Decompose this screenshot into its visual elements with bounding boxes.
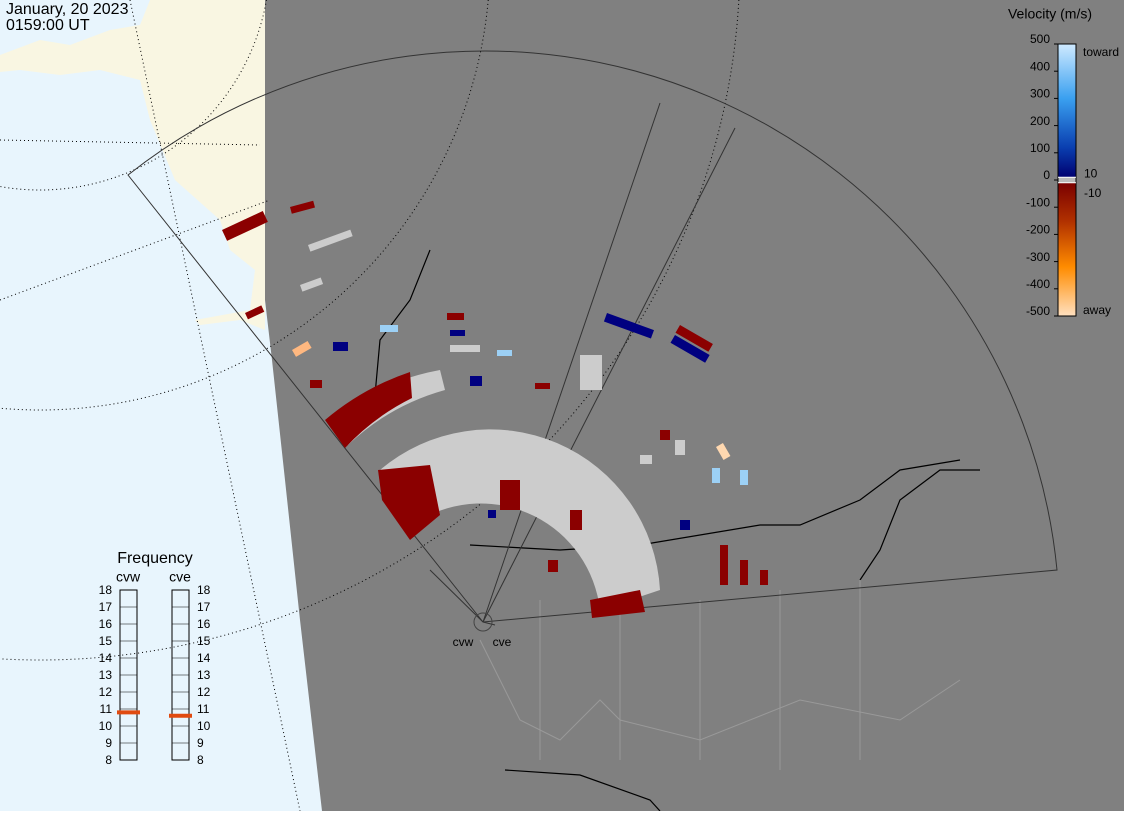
frequency-radar-name: cvw — [116, 569, 141, 585]
frequency-tick-label: 14 — [197, 651, 211, 665]
frequency-tick-label: 18 — [197, 583, 211, 597]
colorbar-tick-label: 10 — [1084, 166, 1098, 180]
colorbar-tick-label: -300 — [1026, 250, 1050, 264]
frequency-tick-label: 16 — [197, 617, 211, 631]
frequency-tick-label: 13 — [197, 668, 211, 682]
graticule — [0, 0, 740, 812]
colorbar-toward: toward — [1083, 45, 1119, 59]
colorbar-tick-label: -200 — [1026, 223, 1050, 237]
frequency-tick-label: 16 — [99, 617, 113, 631]
station-label: cvw — [453, 635, 474, 649]
frequency-tick-label: 17 — [99, 600, 113, 614]
colorbar-tick-label: 200 — [1030, 114, 1050, 128]
echo-blue — [333, 313, 710, 530]
colorbar — [1057, 43, 1077, 317]
colorbar-tick-label: -100 — [1026, 195, 1050, 209]
frequency-title: Frequency — [117, 550, 193, 567]
colorbar-tick-label: 400 — [1030, 59, 1050, 73]
colorbar-away: away — [1083, 303, 1111, 317]
frequency-tick-label: 8 — [105, 753, 112, 767]
frequency-tick-label: 15 — [99, 634, 113, 648]
frequency-tick-label: 18 — [99, 583, 113, 597]
colorbar-tick-label: 0 — [1043, 168, 1050, 182]
colorbar-tick-label: -400 — [1026, 277, 1050, 291]
frequency-tick-label: 9 — [197, 736, 204, 750]
fan-beams — [429, 102, 736, 626]
frequency-tick-label: 10 — [197, 719, 211, 733]
time: 0159:00 UT — [6, 17, 90, 34]
radar-site — [473, 612, 493, 632]
station-label: cve — [493, 635, 512, 649]
borders — [374, 249, 980, 812]
frequency-tick-label: 12 — [99, 685, 113, 699]
frequency-tick-label: 11 — [197, 702, 210, 716]
frequency-tick-label: 9 — [105, 736, 112, 750]
frequency-tick-label: 10 — [99, 719, 113, 733]
colorbar-title: Velocity (m/s) — [1008, 6, 1092, 22]
colorbar-tick-label: 500 — [1030, 32, 1050, 46]
echo-orange — [292, 341, 312, 357]
echo-gray — [300, 229, 685, 464]
colorbar-tick-label: -500 — [1026, 304, 1050, 318]
frequency-tick-label: 17 — [197, 600, 211, 614]
date: January, 20 2023 — [6, 1, 129, 18]
frequency-tick-label: 13 — [99, 668, 113, 682]
colorbar-tick-label: 100 — [1030, 141, 1050, 155]
land-gray — [265, 0, 1124, 811]
frequency-tick-label: 8 — [197, 753, 204, 767]
echo-orange — [715, 443, 731, 460]
frequency-radar-name: cve — [169, 569, 191, 585]
echo-red — [222, 200, 768, 618]
frequency-tick-label: 11 — [100, 702, 113, 716]
colorbar-tick-label: -10 — [1084, 186, 1102, 200]
state-lines — [479, 580, 961, 770]
colorbar-tick-label: 300 — [1030, 87, 1050, 101]
echo-band — [380, 429, 660, 610]
fan-outline — [127, 50, 1058, 623]
land-alaska — [0, 0, 265, 330]
frequency-tick-label: 12 — [197, 685, 211, 699]
echo-light — [380, 325, 748, 485]
frequency-tick-label: 15 — [197, 634, 211, 648]
frequency-tick-label: 14 — [99, 651, 113, 665]
